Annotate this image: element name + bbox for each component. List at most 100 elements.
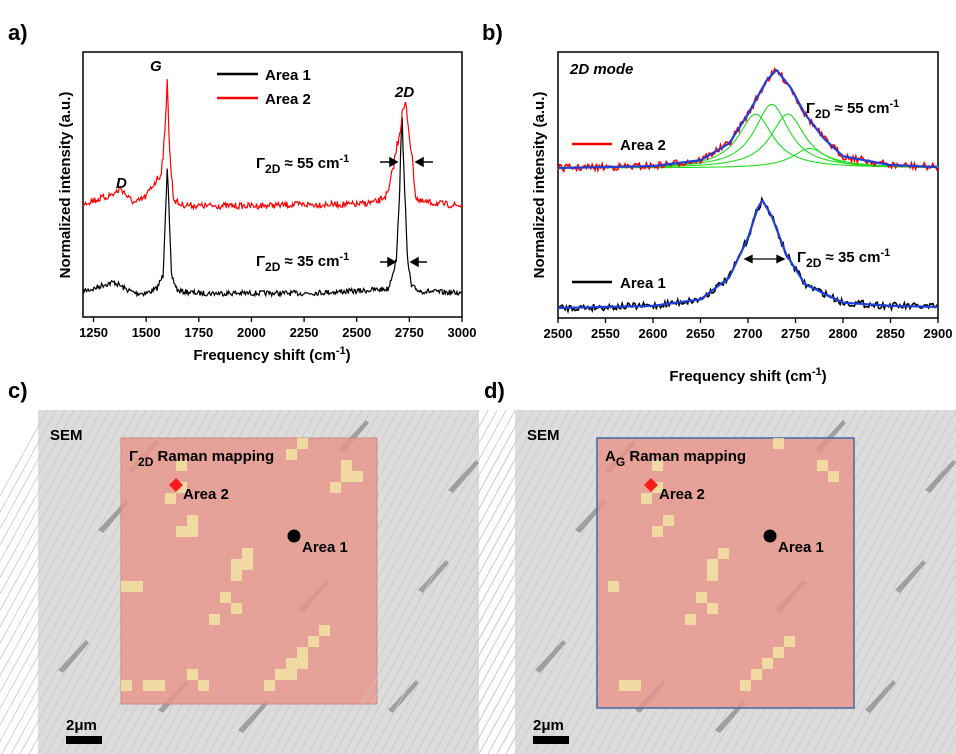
gamma-label-top-b: Γ2D ≈ 55 cm-1 (806, 98, 899, 121)
sem-d-stripe (424, 409, 615, 754)
map-d-pixel-13 (707, 603, 718, 614)
series-group-b (557, 67, 939, 315)
map-c-pixel-26 (286, 669, 297, 680)
panel-letter-a: a) (8, 20, 28, 45)
fwhm-arrows-top-a (380, 156, 433, 168)
sem-label-c: SEM (50, 427, 83, 444)
plot-frame-b (557, 51, 939, 319)
map-d-pixel-18 (751, 669, 762, 680)
area2-marker-d (644, 478, 658, 492)
map-c-pixel-5 (341, 471, 352, 482)
sem-c-stripe (0, 409, 111, 612)
map-c-pixel-24 (286, 658, 297, 669)
x-tick-label-b-8: 2900 (924, 326, 953, 341)
map-d-pixel-20 (619, 680, 630, 691)
sem-c-stripe (0, 409, 120, 628)
map-d-pixel-17 (762, 658, 773, 669)
sem-d-stripe (406, 409, 597, 754)
sem-d-stripe (352, 409, 543, 754)
map-d-pixel-9 (707, 559, 718, 570)
map-c-pixel-25 (275, 669, 286, 680)
map-c-pixel-13 (231, 559, 242, 570)
peak-label-2D: 2D (394, 84, 414, 101)
area1-label-c: Area 1 (302, 539, 348, 556)
legend-label-area2-b: Area 2 (620, 137, 666, 154)
fwhm-arrow-b (743, 254, 786, 264)
map-c-pixel-33 (121, 680, 132, 691)
series-line-b-area2 (557, 67, 938, 174)
sem-d-flake-5 (535, 640, 566, 673)
x-tick-label-a-3: 2000 (237, 325, 266, 340)
sem-c-flake-7 (388, 680, 419, 713)
sem-d-stripe (415, 409, 606, 754)
map-c-pixel-21 (319, 625, 330, 636)
gamma-label-top-a: Γ2D ≈ 55 cm-1 (256, 153, 349, 176)
area1-marker-d (763, 529, 777, 543)
x-tick-label-a-4: 2250 (290, 325, 319, 340)
area2-label-c: Area 2 (183, 486, 229, 503)
raman-map-c (120, 437, 378, 705)
map-c-pixel-20 (209, 614, 220, 625)
map-c-pixel-15 (231, 570, 242, 581)
map-d-pixel-21 (630, 680, 641, 691)
map-d-pixel-7 (652, 526, 663, 537)
map-c-pixel-18 (220, 592, 231, 603)
scale-bar-label-c: 2μm (66, 717, 97, 734)
scale-bar-d (533, 736, 569, 744)
gamma-label-bottom-a: Γ2D ≈ 35 cm-1 (256, 251, 349, 274)
x-tick-label-a-7: 3000 (448, 325, 477, 340)
x-tick-label-a-0: 1250 (79, 325, 108, 340)
x-tick-label-b-4: 2700 (734, 326, 763, 341)
map-c-pixel-11 (187, 526, 198, 537)
map-c-pixel-7 (165, 493, 176, 504)
map-c-pixel-9 (187, 515, 198, 526)
map-c-pixel-14 (242, 559, 253, 570)
map-c-pixel-23 (297, 647, 308, 658)
peak-label-G: G (150, 58, 162, 75)
map-c-pixel-28 (264, 680, 275, 691)
sem-d-flake-7 (865, 680, 896, 713)
map-d-pixel-11 (608, 581, 619, 592)
x-tick-label-b-0: 2500 (544, 326, 573, 341)
x-tick-label-b-6: 2800 (829, 326, 858, 341)
sem-d-stripe (829, 524, 956, 754)
x-tick-label-b-2: 2600 (639, 326, 668, 341)
map-c-pixel-0 (297, 438, 308, 449)
series-line-a-area2 (82, 79, 463, 211)
sem-c-stripe (0, 409, 48, 497)
x-tick-label-a-2: 1750 (184, 325, 213, 340)
area1-marker-c (287, 529, 301, 543)
panel-letter-b: b) (482, 20, 503, 45)
x-axis-title-b: Frequency shift (cm-1) (669, 366, 826, 385)
sem-c-stripe (0, 409, 66, 530)
panel-a: a) 1250 1500 1750 2000 2250 2500 2750 3000 Norm… (8, 20, 476, 364)
mode-label-b: 2D mode (569, 61, 633, 78)
panel-letter-c: c) (8, 378, 28, 403)
sem-c-flake-4 (448, 460, 479, 493)
map-c-pixel-2 (176, 460, 187, 471)
legend-label-area1: Area 1 (265, 67, 311, 84)
sem-d-flake-3 (895, 560, 926, 593)
x-ticks-a: 1250 1500 1750 2000 2250 2500 2750 3000 (79, 317, 476, 340)
map-c-pixel-16 (121, 581, 132, 592)
sem-d-stripe (865, 589, 956, 754)
peak-label-D: D (116, 175, 127, 192)
map-c-pixel-10 (176, 526, 187, 537)
raman-map-d (596, 437, 855, 709)
gamma-label-bottom-b: Γ2D ≈ 35 cm-1 (797, 247, 890, 270)
map-c-pixel-8 (176, 482, 187, 493)
map-c-pixel-22 (308, 636, 319, 647)
y-axis-title-a: Normalized intensity (a.u.) (57, 92, 74, 279)
sem-d-stripe (361, 409, 552, 754)
sem-c-stripe (0, 409, 129, 644)
map-c-pixel-19 (231, 603, 242, 614)
map-d-pixel-6 (663, 515, 674, 526)
sem-c-stripe (0, 409, 102, 595)
map-c-pixel-30 (198, 680, 209, 691)
sem-c-flake-5 (58, 640, 89, 673)
sem-d-stripe (874, 605, 956, 754)
map-d-pixel-15 (784, 636, 795, 647)
legend-label-area1-b: Area 1 (620, 275, 666, 292)
map-d-pixel-16 (773, 647, 784, 658)
map-d-pixel-19 (740, 680, 751, 691)
